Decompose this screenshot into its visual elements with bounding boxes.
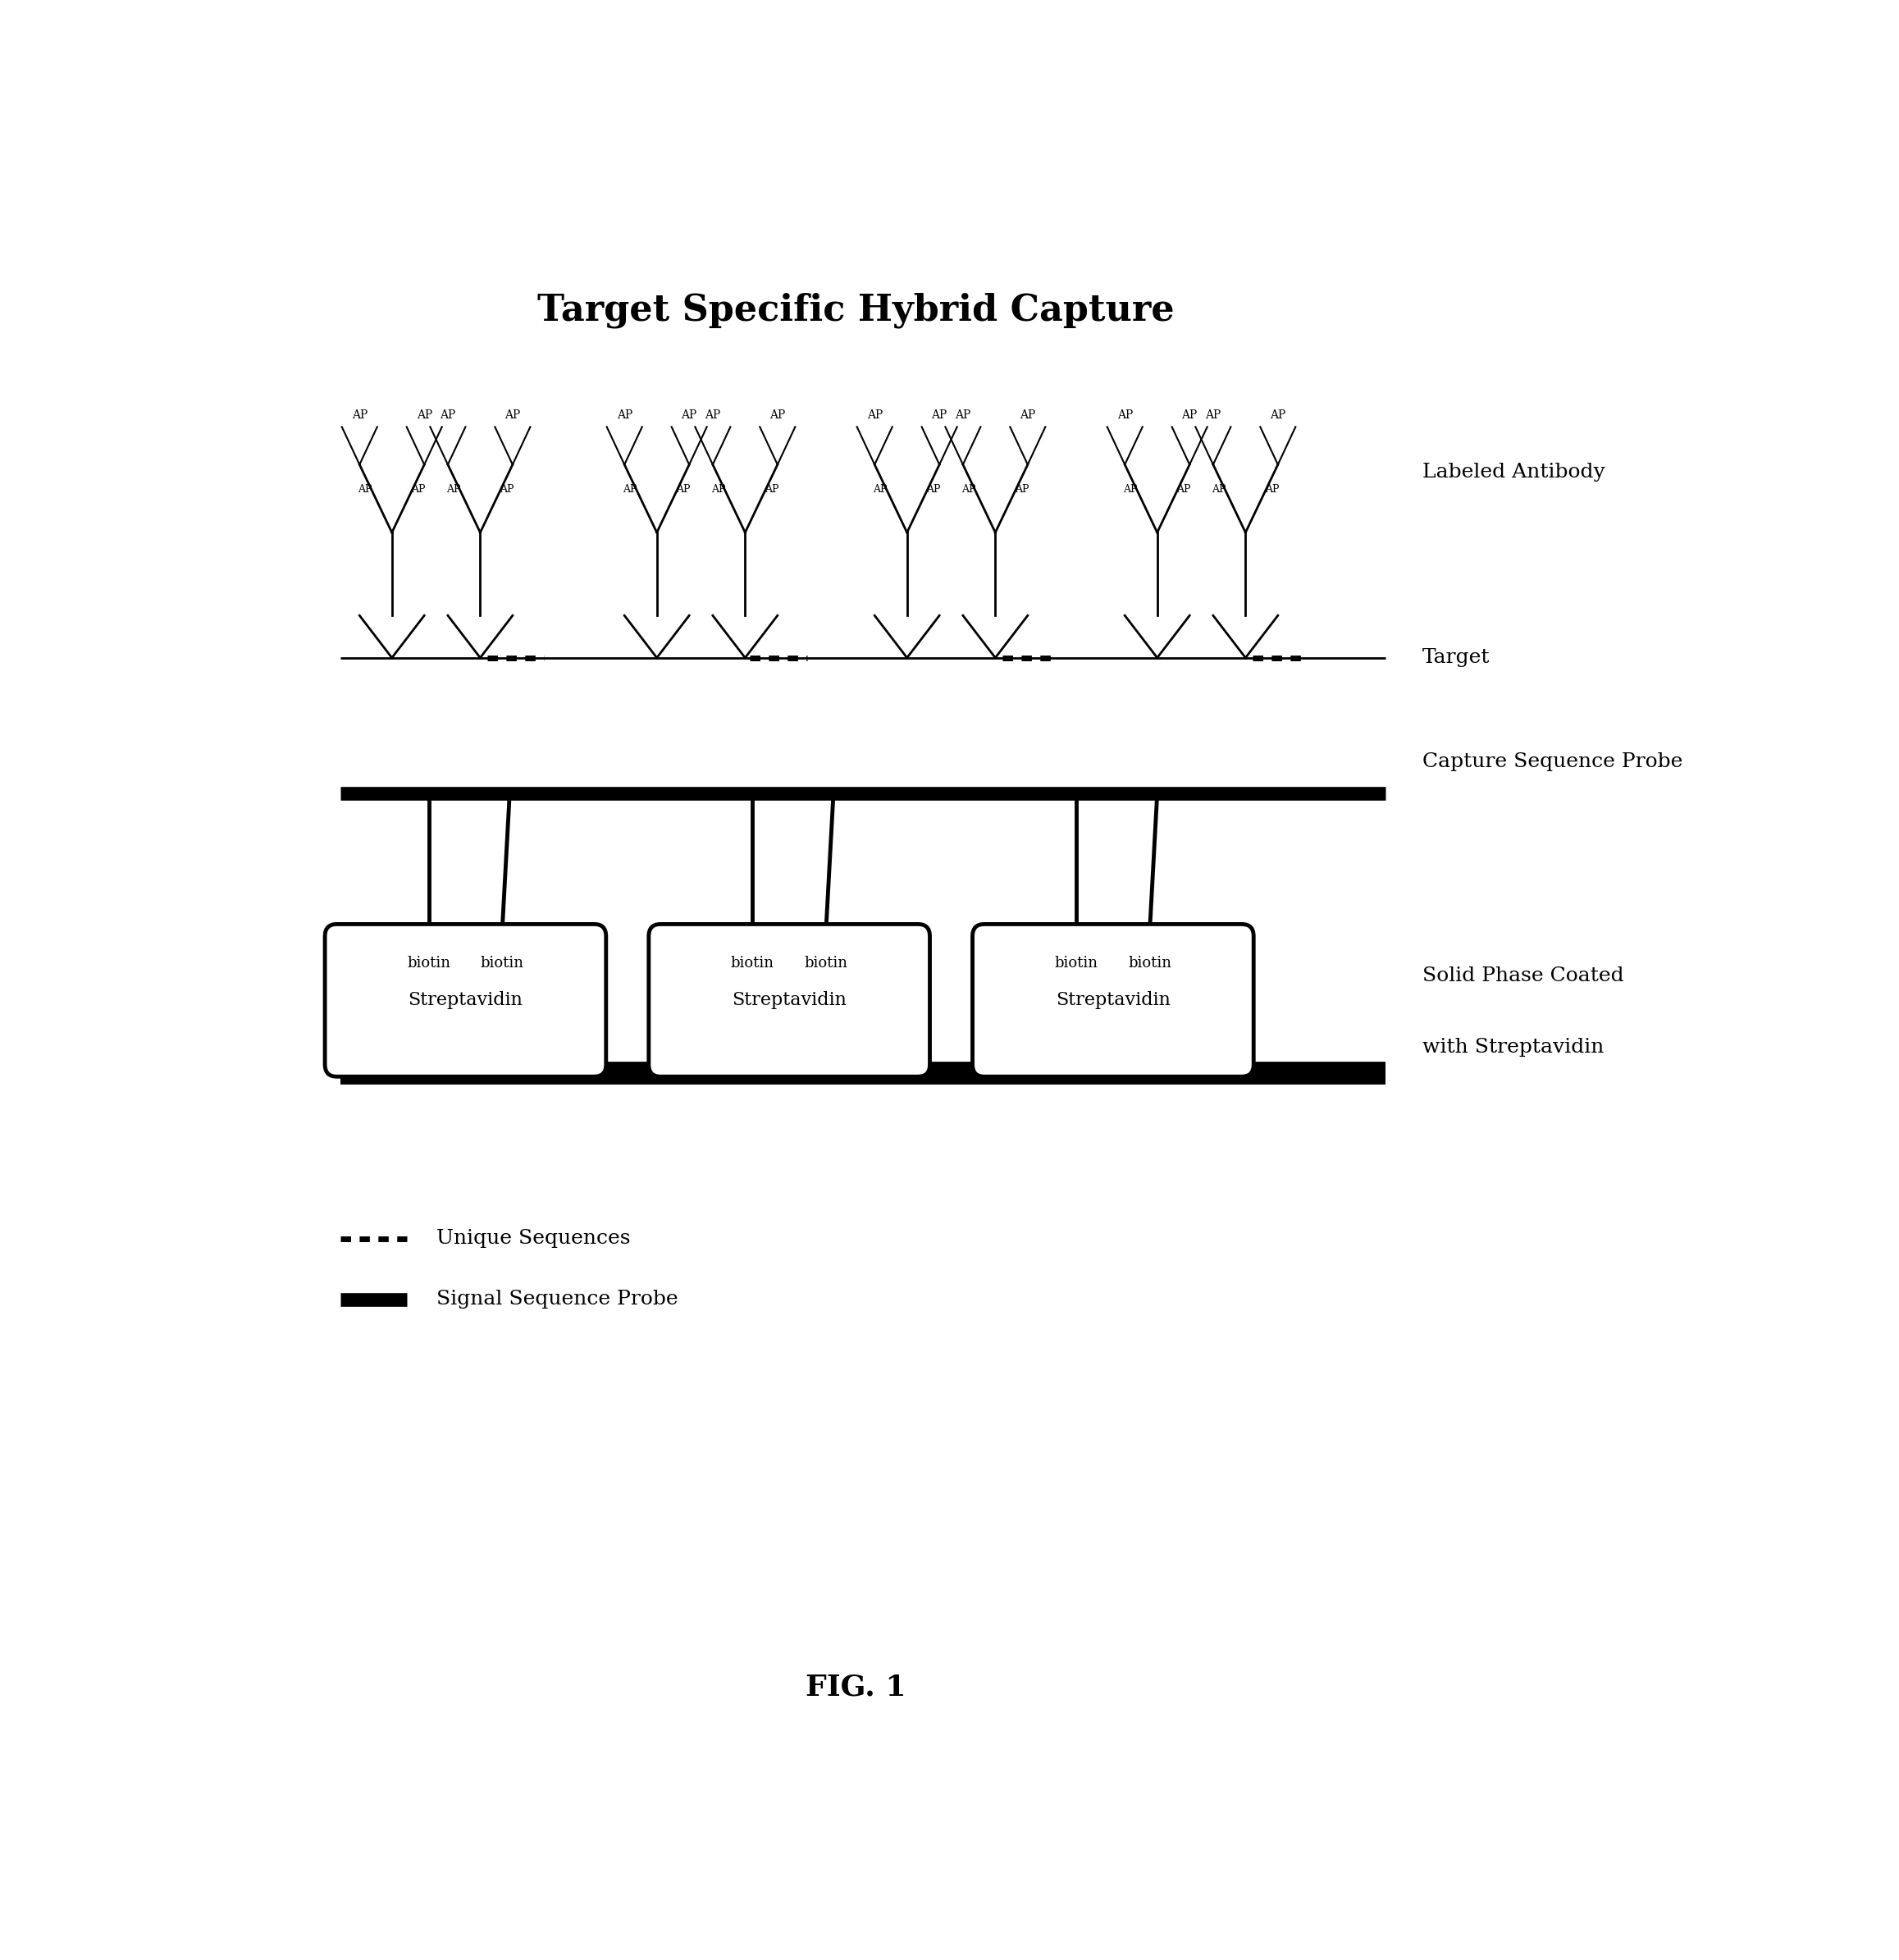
Text: biotin: biotin — [731, 956, 775, 970]
Text: AP: AP — [412, 484, 425, 494]
Text: Unique Sequences: Unique Sequences — [437, 1229, 630, 1249]
Text: AP: AP — [1117, 410, 1132, 421]
Text: Streptavidin: Streptavidin — [731, 992, 847, 1009]
Text: AP: AP — [1177, 484, 1191, 494]
Text: Capture Sequence Probe: Capture Sequence Probe — [1422, 753, 1683, 770]
Text: AP: AP — [1265, 484, 1280, 494]
Text: biotin: biotin — [406, 956, 450, 970]
Text: AP: AP — [961, 484, 976, 494]
Text: AP: AP — [1270, 410, 1286, 421]
Text: AP: AP — [446, 484, 461, 494]
Text: AP: AP — [617, 410, 632, 421]
Text: AP: AP — [499, 484, 515, 494]
Text: AP: AP — [505, 410, 520, 421]
Text: FIG. 1: FIG. 1 — [805, 1674, 906, 1701]
Text: AP: AP — [1206, 410, 1221, 421]
Text: biotin: biotin — [480, 956, 524, 970]
Text: AP: AP — [441, 410, 456, 421]
Text: biotin: biotin — [805, 956, 847, 970]
Text: AP: AP — [623, 484, 638, 494]
Text: AP: AP — [351, 410, 367, 421]
Text: biotin: biotin — [1128, 956, 1172, 970]
FancyBboxPatch shape — [972, 925, 1253, 1076]
Text: Target Specific Hybrid Capture: Target Specific Hybrid Capture — [537, 292, 1174, 329]
Text: AP: AP — [712, 484, 725, 494]
Text: AP: AP — [765, 484, 779, 494]
Text: Streptavidin: Streptavidin — [408, 992, 522, 1009]
Text: AP: AP — [955, 410, 970, 421]
Text: AP: AP — [866, 410, 883, 421]
Text: AP: AP — [682, 410, 697, 421]
Text: AP: AP — [874, 484, 887, 494]
Text: Target: Target — [1422, 649, 1491, 666]
Text: Solid Phase Coated: Solid Phase Coated — [1422, 966, 1624, 986]
Text: AP: AP — [1014, 484, 1029, 494]
FancyBboxPatch shape — [649, 925, 931, 1076]
Text: AP: AP — [927, 484, 940, 494]
Text: Signal Sequence Probe: Signal Sequence Probe — [437, 1290, 678, 1309]
Text: AP: AP — [676, 484, 691, 494]
Text: AP: AP — [359, 484, 372, 494]
FancyBboxPatch shape — [325, 925, 606, 1076]
Text: AP: AP — [1181, 410, 1198, 421]
Text: AP: AP — [705, 410, 720, 421]
Text: AP: AP — [1212, 484, 1227, 494]
Text: biotin: biotin — [1054, 956, 1098, 970]
Text: Labeled Antibody: Labeled Antibody — [1422, 463, 1605, 482]
Text: AP: AP — [1020, 410, 1035, 421]
Text: AP: AP — [416, 410, 433, 421]
Text: AP: AP — [769, 410, 786, 421]
Text: AP: AP — [1124, 484, 1138, 494]
Text: AP: AP — [932, 410, 948, 421]
Text: Streptavidin: Streptavidin — [1056, 992, 1170, 1009]
Text: with Streptavidin: with Streptavidin — [1422, 1039, 1605, 1056]
